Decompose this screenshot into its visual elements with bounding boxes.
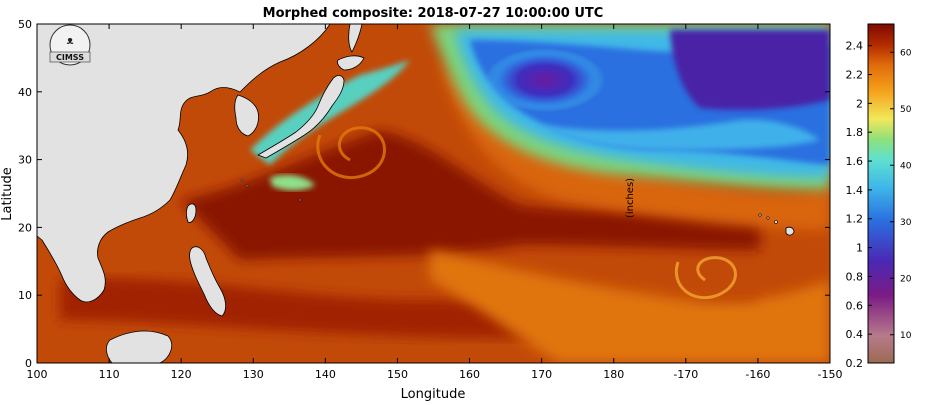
asia-mainland <box>37 24 331 303</box>
taiwan <box>186 203 197 223</box>
colorbar-mm-tick-label: 10 <box>900 331 912 341</box>
land <box>37 24 795 363</box>
borneo-north <box>106 330 173 363</box>
map-frame <box>36 23 831 364</box>
x-tick-label: 160 <box>459 368 480 381</box>
chart-title: Morphed composite: 2018-07-27 10:00:00 U… <box>263 6 604 21</box>
hokkaido <box>337 55 365 71</box>
x-tick-label: 180 <box>603 368 624 381</box>
colorbar-inches-tick-label: 2.2 <box>846 68 864 81</box>
colorbar-mm-tick-label: 20 <box>900 274 912 284</box>
colorbar-inches-ticks: 0.2 0.4 0.6 0.8 1 1.2 1.4 1.6 1.8 2 2.2 2.4 <box>846 40 872 370</box>
y-axis-ticks: 0 10 20 30 40 50 <box>18 18 830 370</box>
svg-text:ᵜ: ᵜ <box>67 33 74 52</box>
colorbar-mm-tick-label: 60 <box>900 48 912 58</box>
colorbar-inches-tick-label: 1 <box>856 242 863 255</box>
colorbar-inches-tick-label: 1.4 <box>846 184 864 197</box>
moist-light-north <box>440 60 830 230</box>
colorbar-mm-tick-label: 30 <box>900 218 912 228</box>
colorbar-inches-tick-label: 0.6 <box>846 299 864 312</box>
x-tick-label: 100 <box>27 368 48 381</box>
hawaii <box>785 226 795 236</box>
y-tick-label: 30 <box>18 154 32 167</box>
dry-core-west <box>485 48 605 112</box>
x-tick-label: 130 <box>243 368 264 381</box>
korea <box>234 94 259 137</box>
x-tick-label: 120 <box>171 368 192 381</box>
x-tick-label: -170 <box>673 368 698 381</box>
map-area <box>37 24 830 363</box>
x-axis-label: Longitude <box>401 387 466 402</box>
y-tick-label: 0 <box>25 357 32 370</box>
colorbar <box>867 23 895 364</box>
philippines <box>189 246 226 317</box>
colorbar-mm-tick-label: 40 <box>900 161 912 171</box>
colorbar-inches-tick-label: 0.4 <box>846 328 864 341</box>
dry-spot-south-japan <box>270 174 315 191</box>
unit-label: (inches) <box>625 178 636 218</box>
y-tick-label: 10 <box>18 289 32 302</box>
y-tick-label: 20 <box>18 221 32 234</box>
y-tick-label: 40 <box>18 86 32 99</box>
colorbar-inches-tick-label: 2 <box>856 97 863 110</box>
vortex-west <box>316 126 386 179</box>
colorbar-inches-tick-label: 0.8 <box>846 270 864 283</box>
moist-light-east <box>430 250 830 363</box>
dry-tongue <box>540 119 820 150</box>
x-tick-label: 110 <box>99 368 120 381</box>
colorbar-inches-tick-label: 1.6 <box>846 155 864 168</box>
colorbar-inches-tick-label: 0.2 <box>846 357 864 370</box>
colorbar-mm-ticks: 10 20 30 40 50 60 <box>890 48 912 341</box>
japan <box>257 75 345 159</box>
colorbar-mm-tick-label: 50 <box>900 105 912 115</box>
y-axis-label: Latitude <box>0 167 15 221</box>
islands <box>240 178 778 224</box>
cimss-logo: ᵜ CIMSS <box>49 24 91 66</box>
colorbar-inches-tick-label: 2.4 <box>846 40 864 53</box>
x-tick-label: -150 <box>818 368 843 381</box>
colorbar-inches-tick-label: 1.2 <box>846 213 864 226</box>
x-tick-label: -160 <box>745 368 770 381</box>
x-tick-label: 140 <box>315 368 336 381</box>
x-tick-label: 150 <box>387 368 408 381</box>
x-tick-label: 170 <box>531 368 552 381</box>
sakhalin <box>348 24 363 53</box>
colorbar-inches-tick-label: 1.8 <box>846 126 864 139</box>
dry-core-east <box>670 30 830 110</box>
vortex-east <box>674 256 737 300</box>
y-tick-label: 50 <box>18 18 32 31</box>
x-axis-ticks: 100 110 120 130 140 150 160 170 180 -170 -160 -150 <box>27 24 843 381</box>
logo-text: CIMSS <box>56 53 84 62</box>
moist-band <box>180 130 760 260</box>
